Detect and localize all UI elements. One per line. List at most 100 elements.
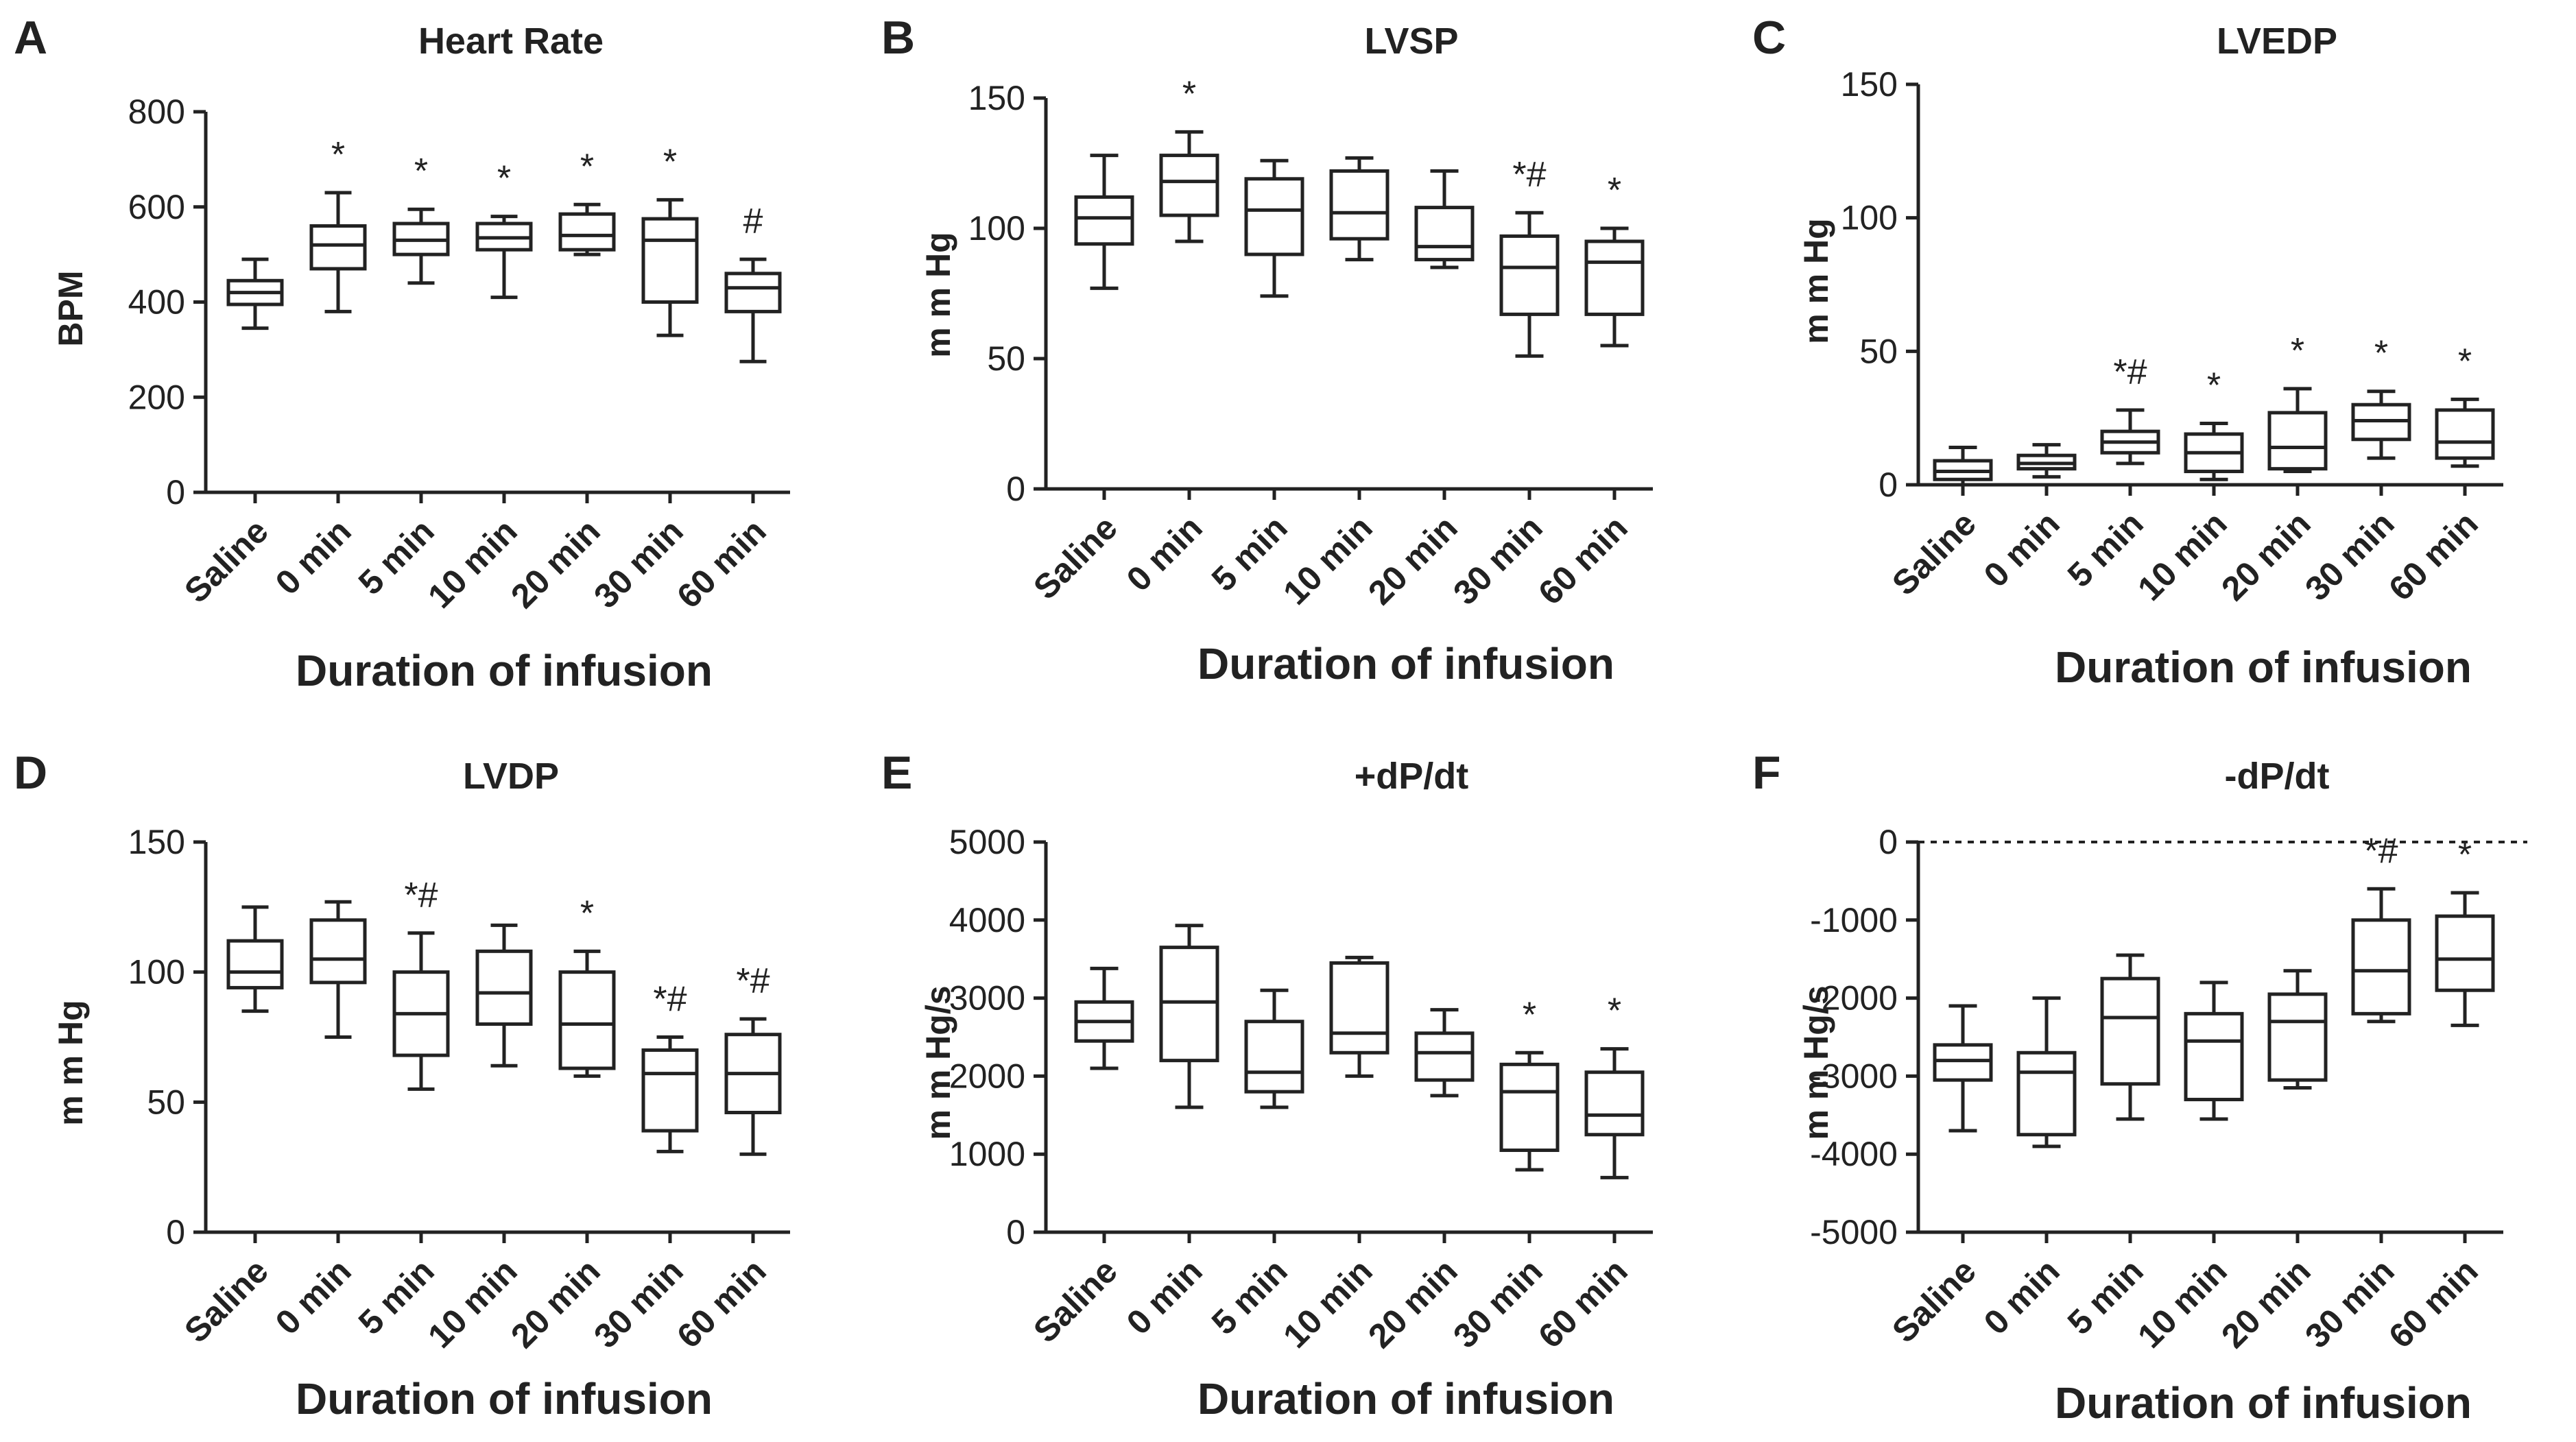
significance-marker: * — [1608, 171, 1621, 211]
iqr-box — [1244, 177, 1304, 256]
y-axis-label: m m Hg — [51, 1000, 90, 1125]
x-tick-label: 30 min — [1446, 508, 1550, 612]
box-7 — [2435, 891, 2495, 1027]
x-axis-label: Duration of infusion — [296, 1374, 713, 1423]
x-tick-label: 20 min — [503, 512, 608, 616]
x-tick-label: 60 min — [1531, 508, 1635, 612]
chart-title: LVEDP — [2217, 21, 2337, 62]
box-7 — [1584, 1047, 1645, 1179]
box-2 — [2016, 996, 2077, 1149]
x-tick-label: 60 min — [669, 1251, 774, 1356]
significance-marker: * — [2291, 331, 2304, 371]
iqr-box — [1329, 961, 1390, 1055]
box-6 — [1499, 211, 1560, 358]
y-tick-label: 100 — [968, 209, 1025, 248]
y-tick-label: -5000 — [1810, 1213, 1898, 1251]
panel-letter: D — [14, 747, 47, 799]
box-1 — [1933, 1004, 1993, 1133]
box-1 — [226, 257, 284, 331]
x-tick-label: 0 min — [1119, 508, 1210, 599]
x-tick-label: 20 min — [503, 1251, 608, 1356]
significance-marker: # — [743, 202, 763, 241]
iqr-box — [1414, 1031, 1475, 1082]
x-tick-label: 30 min — [2298, 504, 2402, 608]
iqr-box — [1499, 234, 1560, 316]
significance-marker: * — [1182, 74, 1196, 114]
y-axis-label: m m Hg/s — [1797, 985, 1835, 1140]
y-tick-label: 0 — [1879, 823, 1898, 861]
box-3 — [2100, 953, 2160, 1121]
x-axis-label: Duration of infusion — [2055, 642, 2472, 692]
iqr-box — [641, 217, 699, 304]
iqr-box — [475, 949, 533, 1026]
x-axis-label: Duration of infusion — [296, 646, 713, 695]
box-2 — [309, 191, 367, 313]
significance-marker: * — [331, 135, 345, 175]
box-1 — [1074, 154, 1134, 290]
x-axis-label: Duration of infusion — [2055, 1378, 2472, 1428]
box-3 — [392, 207, 450, 285]
significance-marker: *# — [1512, 155, 1546, 195]
iqr-box — [1244, 1020, 1304, 1094]
y-axis-label: m m Hg/s — [919, 985, 957, 1140]
x-tick-label: 20 min — [1361, 508, 1465, 612]
y-tick-label: 2000 — [949, 1057, 1025, 1095]
x-tick-label: 60 min — [2381, 504, 2485, 608]
x-tick-label: Saline — [1026, 1251, 1125, 1350]
y-tick-label: 0 — [1006, 470, 1025, 508]
x-tick-label: 20 min — [2214, 504, 2318, 608]
box-4 — [1329, 156, 1390, 262]
box-5 — [2267, 387, 2328, 474]
box-5 — [558, 949, 616, 1078]
y-axis-label: m m Hg — [919, 232, 957, 357]
x-axis-label: Duration of infusion — [1197, 639, 1614, 688]
panel-letter: E — [881, 747, 912, 799]
x-tick-label: 30 min — [586, 512, 691, 616]
box-5 — [1414, 169, 1475, 269]
x-tick-label: 60 min — [669, 512, 774, 616]
box-2 — [2016, 443, 2077, 479]
iqr-box — [1584, 1070, 1645, 1137]
chart-title: LVSP — [1364, 21, 1458, 62]
significance-marker: * — [2207, 365, 2221, 405]
chart-title: Heart Rate — [418, 21, 604, 62]
box-1 — [226, 905, 284, 1013]
box-4 — [2184, 421, 2244, 481]
iqr-box — [558, 970, 616, 1070]
y-tick-label: -3000 — [1810, 1057, 1898, 1095]
significance-marker: *# — [736, 961, 770, 1001]
chart-title: +dP/dt — [1355, 756, 1469, 797]
y-tick-label: 0 — [166, 473, 185, 512]
significance-marker: * — [2458, 835, 2472, 875]
y-tick-label: 50 — [1859, 332, 1898, 370]
x-tick-label: 60 min — [2381, 1251, 2485, 1356]
x-tick-label: 10 min — [2130, 504, 2234, 608]
x-tick-label: Saline — [177, 1251, 276, 1350]
significance-marker: * — [1608, 992, 1621, 1031]
y-tick-label: 150 — [968, 79, 1025, 117]
iqr-box — [1584, 239, 1645, 316]
iqr-box — [2435, 914, 2495, 992]
iqr-box — [226, 939, 284, 989]
iqr-box — [2351, 918, 2411, 1016]
x-tick-label: 10 min — [1276, 508, 1380, 612]
iqr-box — [2267, 411, 2328, 471]
x-tick-label: 0 min — [1977, 504, 2067, 594]
significance-marker: * — [414, 152, 428, 191]
y-tick-label: 400 — [128, 283, 185, 322]
y-tick-label: 800 — [128, 93, 185, 131]
y-tick-label: -4000 — [1810, 1135, 1898, 1173]
y-tick-label: 1000 — [949, 1135, 1025, 1173]
significance-marker: * — [497, 159, 511, 199]
significance-marker: *# — [2364, 831, 2398, 871]
iqr-box — [1499, 1062, 1560, 1153]
iqr-box — [1074, 195, 1134, 246]
box-6 — [1499, 1050, 1560, 1172]
iqr-box — [1329, 169, 1390, 241]
x-tick-label: 10 min — [420, 512, 525, 616]
box-5 — [558, 202, 616, 256]
box-4 — [1329, 955, 1390, 1078]
x-tick-label: 0 min — [268, 512, 359, 602]
y-tick-label: 100 — [128, 953, 185, 992]
